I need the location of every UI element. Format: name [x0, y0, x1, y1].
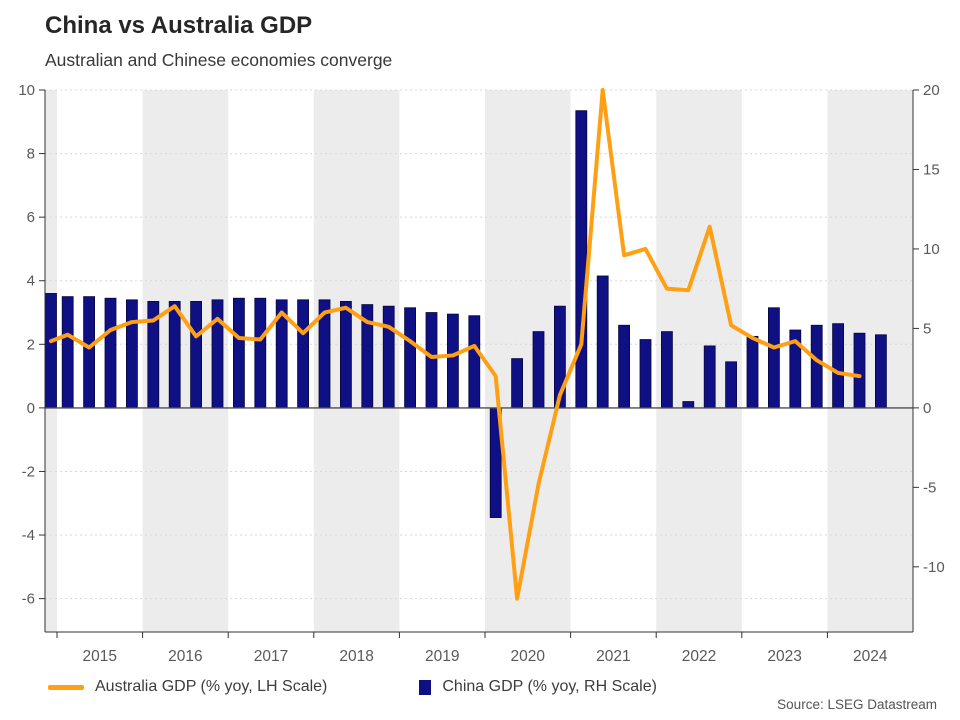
china-gdp-bar	[875, 334, 887, 409]
china-gdp-bar	[297, 299, 310, 409]
china-gdp-bar	[532, 331, 545, 409]
x-axis-year-label: 2023	[767, 648, 801, 665]
legend: Australia GDP (% yoy, LH Scale) China GD…	[48, 678, 657, 696]
left-axis-tick-label: 10	[18, 82, 35, 99]
right-axis-tick-label: 5	[923, 320, 931, 337]
china-bar-swatch	[419, 679, 432, 695]
china-gdp-bar	[254, 297, 267, 409]
china-gdp-bar	[168, 300, 181, 409]
china-gdp-bar	[104, 297, 117, 409]
plot-area: 2015 2016 2017 2018 2019 2020 2021 2022 2023 2024…	[18, 82, 945, 665]
right-axis-tick-label: -10	[923, 559, 945, 576]
china-gdp-bar	[126, 299, 138, 409]
china-gdp-bar	[725, 361, 737, 409]
china-gdp-bar	[45, 293, 57, 409]
china-gdp-bar	[703, 345, 716, 409]
x-axis-year-label: 2019	[425, 648, 459, 665]
china-gdp-bar	[661, 331, 673, 409]
australia-line-swatch	[48, 684, 84, 690]
legend-item-australia: Australia GDP (% yoy, LH Scale)	[48, 678, 327, 696]
x-axis-year-label: 2024	[853, 648, 888, 665]
x-axis-year-label: 2022	[682, 648, 716, 665]
legend-label-china: China GDP (% yoy, RH Scale)	[442, 678, 657, 695]
left-axis-tick-label: 6	[27, 209, 35, 226]
x-axis-year-label: 2021	[596, 648, 630, 665]
legend-label-australia: Australia GDP (% yoy, LH Scale)	[95, 678, 328, 695]
left-axis-tick-label: 0	[27, 400, 35, 417]
left-axis-tick-label: -6	[22, 591, 35, 608]
china-gdp-bar	[190, 300, 203, 409]
china-gdp-bar	[768, 307, 780, 409]
right-axis-tick-label: 20	[923, 82, 940, 99]
china-gdp-bar	[425, 312, 438, 409]
x-axis-year-label: 2016	[168, 648, 202, 665]
source-credit: Source: LSEG Datastream	[777, 697, 937, 712]
china-gdp-bar	[211, 299, 224, 409]
china-gdp-bar	[618, 324, 630, 409]
left-axis-tick-label: -2	[22, 463, 35, 480]
right-axis-tick-label: -5	[923, 479, 936, 496]
right-axis-tick-label: 10	[923, 241, 940, 258]
china-gdp-bar	[596, 275, 609, 409]
chart-subtitle: Australian and Chinese economies converg…	[45, 50, 393, 70]
china-gdp-bar	[810, 324, 823, 409]
chart-title: China vs Australia GDP	[45, 12, 313, 39]
x-axis-year-label: 2015	[83, 648, 117, 665]
right-axis-tick-label: 15	[923, 161, 940, 178]
china-gdp-bar	[575, 110, 588, 409]
china-gdp-bar	[382, 305, 395, 409]
left-axis-tick-label: -4	[22, 527, 35, 544]
china-gdp-bar	[853, 332, 866, 409]
china-gdp-bar	[61, 296, 74, 409]
china-gdp-bar	[682, 401, 695, 409]
china-gdp-bar	[404, 307, 417, 409]
china-gdp-bar	[511, 358, 524, 409]
x-axis-year-label: 2017	[254, 648, 288, 665]
china-gdp-bar	[83, 296, 95, 409]
left-axis-tick-label: 4	[27, 273, 35, 290]
china-gdp-bar	[232, 297, 245, 409]
legend-item-china: China GDP (% yoy, RH Scale)	[419, 678, 657, 696]
china-gdp-bar	[746, 335, 759, 409]
china-gdp-bar	[639, 339, 652, 409]
left-axis-tick-label: 2	[27, 336, 35, 353]
china-gdp-bar	[468, 315, 481, 409]
left-axis-tick-label: 8	[27, 146, 35, 163]
china-gdp-bar	[339, 300, 352, 409]
x-axis-year-label: 2020	[511, 648, 546, 665]
x-axis-year-label: 2018	[339, 648, 373, 665]
china-gdp-bar	[446, 313, 459, 409]
right-axis-tick-label: 0	[923, 400, 931, 417]
australia-gdp-line	[49, 88, 862, 601]
china-gdp-bar	[832, 323, 844, 409]
